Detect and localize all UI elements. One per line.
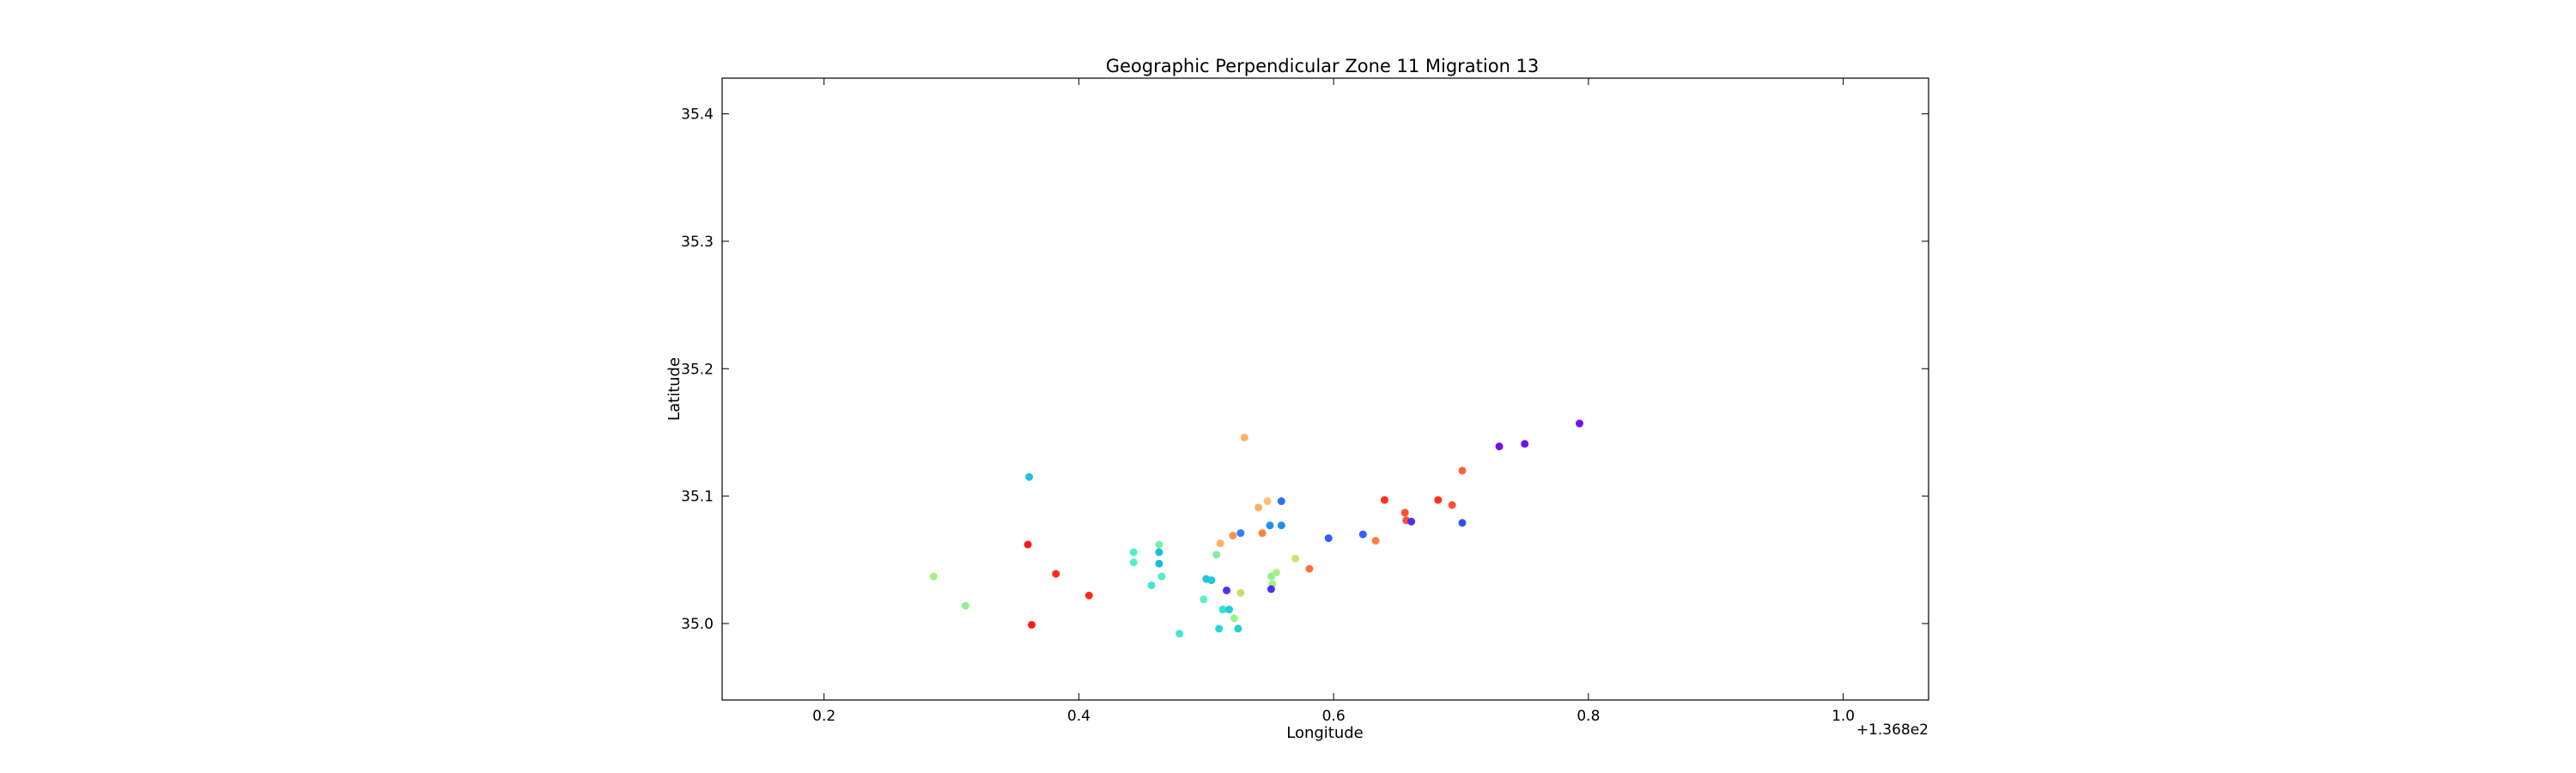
data-point [1400, 508, 1409, 517]
data-point [1224, 606, 1233, 614]
y-tick-label: 35.1 [681, 489, 714, 506]
plot-frame [721, 77, 1929, 701]
data-point [1521, 440, 1529, 448]
data-points [929, 419, 1583, 638]
data-point [1052, 569, 1060, 578]
data-point [1448, 501, 1456, 509]
data-point [1434, 496, 1443, 504]
data-point [1028, 620, 1036, 629]
x-tick-label: 0.8 [1577, 708, 1600, 725]
data-point [1024, 540, 1032, 549]
data-point [1084, 591, 1093, 600]
data-point [1291, 554, 1300, 563]
data-point [1216, 539, 1224, 548]
y-tick-label: 35.0 [681, 616, 714, 633]
data-point [1212, 551, 1221, 559]
data-point [1305, 564, 1314, 573]
data-point [961, 601, 969, 610]
x-tick-label: 0.2 [812, 708, 835, 725]
chart-title: Geographic Perpendicular Zone 11 Migrati… [1106, 56, 1540, 76]
data-point [1407, 517, 1416, 526]
data-point [1258, 529, 1267, 538]
data-point [1240, 433, 1249, 441]
data-point [1129, 558, 1138, 567]
data-point [1234, 624, 1242, 633]
data-point [1176, 630, 1184, 638]
data-point [1236, 529, 1245, 538]
data-point [929, 572, 938, 581]
plot-area [721, 77, 1929, 701]
data-point [1277, 521, 1285, 530]
data-point [1215, 624, 1224, 633]
data-point [1230, 614, 1238, 623]
data-point [1255, 503, 1263, 512]
data-point [1266, 521, 1274, 530]
data-point [1200, 595, 1208, 604]
data-point [1267, 585, 1275, 593]
y-tick-label: 35.2 [681, 361, 714, 378]
x-axis: 0.2 0.4 0.6 0.8 1.0 [812, 78, 1855, 725]
data-point [1157, 572, 1166, 581]
data-point [1025, 472, 1034, 481]
data-point [1272, 569, 1280, 577]
data-point [1223, 586, 1231, 594]
data-point [1155, 540, 1163, 549]
x-offset-label: +1.368e2 [1856, 721, 1929, 739]
data-point [1155, 559, 1163, 568]
data-point [1277, 497, 1285, 506]
data-point [1575, 419, 1583, 428]
data-point [1155, 548, 1163, 557]
data-point [1263, 497, 1272, 506]
y-tick-label: 35.4 [681, 107, 714, 124]
x-axis-label: Longitude [1286, 724, 1364, 742]
y-tick-label: 35.3 [681, 234, 714, 251]
data-point [1458, 466, 1467, 475]
x-tick-label: 0.6 [1322, 708, 1346, 725]
x-tick-label: 0.4 [1067, 708, 1091, 725]
y-axis: 35.0 35.1 35.2 35.3 35.4 [681, 107, 1929, 633]
data-point [1129, 548, 1138, 557]
data-point [1458, 519, 1467, 527]
data-point [1371, 537, 1380, 545]
data-point [1218, 606, 1227, 614]
data-point [1236, 588, 1245, 597]
data-point [1380, 496, 1388, 504]
x-tick-label: 1.0 [1832, 708, 1855, 725]
data-point [1207, 576, 1216, 585]
y-axis-label: Latitude [665, 357, 683, 421]
data-point [1358, 530, 1367, 539]
data-point [1229, 532, 1237, 540]
data-point [1147, 581, 1156, 589]
data-point [1495, 442, 1504, 451]
data-point [1324, 534, 1333, 543]
